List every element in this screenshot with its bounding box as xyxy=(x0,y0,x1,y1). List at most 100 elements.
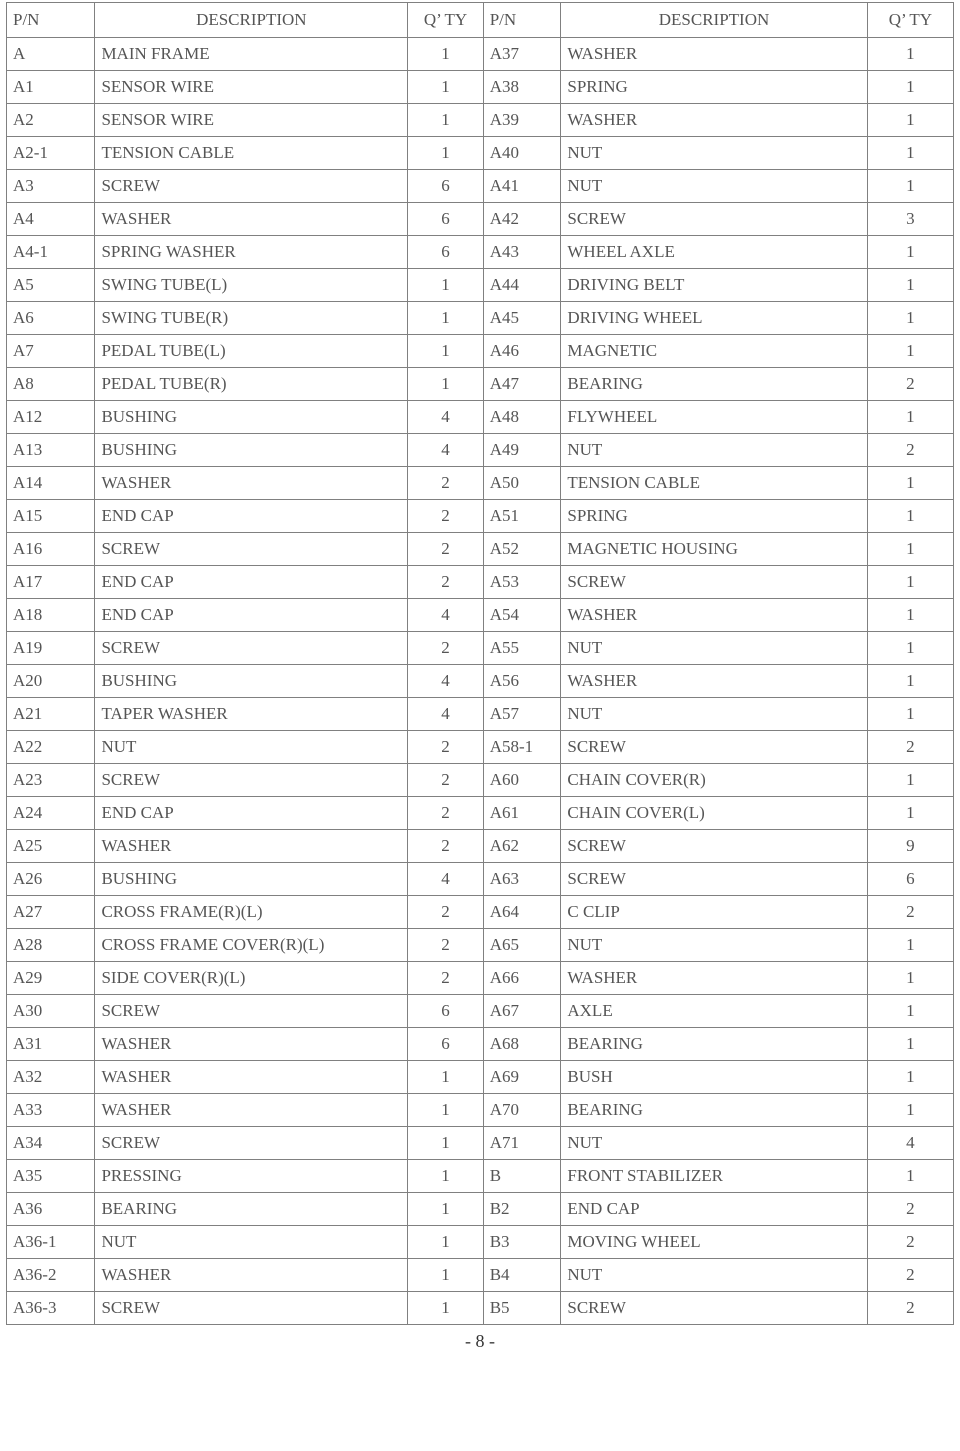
cell-desc-right: SCREW xyxy=(561,830,867,863)
cell-qty-right: 2 xyxy=(867,1292,953,1325)
table-row: A8PEDAL TUBE(R)1A47BEARING2 xyxy=(7,368,954,401)
cell-qty-left: 1 xyxy=(408,1127,484,1160)
cell-qty-right: 1 xyxy=(867,467,953,500)
cell-pn-right: A55 xyxy=(483,632,561,665)
cell-qty-left: 1 xyxy=(408,1292,484,1325)
cell-qty-left: 2 xyxy=(408,764,484,797)
table-row: A16SCREW2A52MAGNETIC HOUSING1 xyxy=(7,533,954,566)
cell-qty-right: 1 xyxy=(867,236,953,269)
cell-pn-left: A7 xyxy=(7,335,95,368)
cell-pn-right: A62 xyxy=(483,830,561,863)
cell-pn-left: A4-1 xyxy=(7,236,95,269)
cell-qty-right: 2 xyxy=(867,896,953,929)
cell-desc-left: WASHER xyxy=(95,1061,408,1094)
cell-qty-left: 1 xyxy=(408,302,484,335)
cell-qty-left: 1 xyxy=(408,1160,484,1193)
cell-qty-left: 2 xyxy=(408,797,484,830)
table-row: A27CROSS FRAME(R)(L)2A64C CLIP2 xyxy=(7,896,954,929)
cell-desc-left: CROSS FRAME COVER(R)(L) xyxy=(95,929,408,962)
cell-pn-left: A23 xyxy=(7,764,95,797)
cell-pn-right: A71 xyxy=(483,1127,561,1160)
cell-desc-left: BUSHING xyxy=(95,863,408,896)
cell-qty-left: 2 xyxy=(408,467,484,500)
cell-pn-left: A8 xyxy=(7,368,95,401)
table-row: A30SCREW6A67AXLE1 xyxy=(7,995,954,1028)
cell-qty-left: 2 xyxy=(408,632,484,665)
cell-desc-left: MAIN FRAME xyxy=(95,38,408,71)
cell-pn-right: A48 xyxy=(483,401,561,434)
table-row: A31WASHER6A68BEARING1 xyxy=(7,1028,954,1061)
cell-desc-right: CHAIN COVER(R) xyxy=(561,764,867,797)
cell-desc-right: WASHER xyxy=(561,962,867,995)
cell-qty-right: 1 xyxy=(867,566,953,599)
cell-pn-left: A6 xyxy=(7,302,95,335)
table-row: A33WASHER1A70BEARING1 xyxy=(7,1094,954,1127)
cell-pn-right: A69 xyxy=(483,1061,561,1094)
cell-qty-right: 1 xyxy=(867,599,953,632)
cell-pn-right: A40 xyxy=(483,137,561,170)
cell-qty-right: 1 xyxy=(867,401,953,434)
cell-pn-left: A29 xyxy=(7,962,95,995)
cell-desc-left: WASHER xyxy=(95,467,408,500)
cell-qty-left: 1 xyxy=(408,1193,484,1226)
cell-pn-right: A47 xyxy=(483,368,561,401)
cell-desc-left: TENSION CABLE xyxy=(95,137,408,170)
cell-qty-right: 2 xyxy=(867,1226,953,1259)
cell-pn-left: A3 xyxy=(7,170,95,203)
cell-pn-left: A36 xyxy=(7,1193,95,1226)
table-row: A4WASHER6A42SCREW3 xyxy=(7,203,954,236)
cell-qty-left: 2 xyxy=(408,566,484,599)
cell-qty-right: 2 xyxy=(867,434,953,467)
cell-desc-left: SWING TUBE(L) xyxy=(95,269,408,302)
cell-qty-right: 9 xyxy=(867,830,953,863)
cell-desc-left: SCREW xyxy=(95,632,408,665)
col-desc-left: DESCRIPTION xyxy=(95,3,408,38)
cell-pn-left: A14 xyxy=(7,467,95,500)
cell-desc-right: BEARING xyxy=(561,368,867,401)
cell-qty-right: 1 xyxy=(867,929,953,962)
cell-pn-right: A53 xyxy=(483,566,561,599)
cell-desc-right: NUT xyxy=(561,632,867,665)
cell-qty-left: 1 xyxy=(408,368,484,401)
cell-pn-left: A18 xyxy=(7,599,95,632)
header-row: P/N DESCRIPTION Q’ TY P/N DESCRIPTION Q’… xyxy=(7,3,954,38)
cell-pn-right: A64 xyxy=(483,896,561,929)
table-row: A2-1TENSION CABLE1A40NUT1 xyxy=(7,137,954,170)
cell-qty-left: 6 xyxy=(408,203,484,236)
cell-pn-right: A39 xyxy=(483,104,561,137)
cell-qty-right: 1 xyxy=(867,962,953,995)
cell-pn-right: A66 xyxy=(483,962,561,995)
cell-pn-right: A67 xyxy=(483,995,561,1028)
table-row: AMAIN FRAME1A37WASHER1 xyxy=(7,38,954,71)
cell-pn-left: A16 xyxy=(7,533,95,566)
cell-pn-right: A56 xyxy=(483,665,561,698)
cell-desc-right: NUT xyxy=(561,1127,867,1160)
col-pn-right: P/N xyxy=(483,3,561,38)
cell-desc-left: BUSHING xyxy=(95,434,408,467)
cell-desc-right: BUSH xyxy=(561,1061,867,1094)
cell-pn-left: A12 xyxy=(7,401,95,434)
cell-desc-right: WASHER xyxy=(561,665,867,698)
cell-qty-left: 4 xyxy=(408,863,484,896)
cell-qty-left: 1 xyxy=(408,269,484,302)
table-row: A3SCREW6A41NUT1 xyxy=(7,170,954,203)
table-body: AMAIN FRAME1A37WASHER1A1SENSOR WIRE1A38S… xyxy=(7,38,954,1325)
cell-qty-left: 4 xyxy=(408,434,484,467)
cell-desc-left: WASHER xyxy=(95,1259,408,1292)
cell-desc-left: CROSS FRAME(R)(L) xyxy=(95,896,408,929)
cell-pn-right: A50 xyxy=(483,467,561,500)
table-row: A18END CAP4A54WASHER1 xyxy=(7,599,954,632)
table-row: A34SCREW1A71NUT4 xyxy=(7,1127,954,1160)
cell-qty-left: 1 xyxy=(408,335,484,368)
cell-qty-right: 1 xyxy=(867,302,953,335)
cell-pn-right: B2 xyxy=(483,1193,561,1226)
cell-desc-right: DRIVING BELT xyxy=(561,269,867,302)
cell-pn-left: A28 xyxy=(7,929,95,962)
cell-pn-right: A52 xyxy=(483,533,561,566)
cell-pn-left: A19 xyxy=(7,632,95,665)
cell-desc-right: SPRING xyxy=(561,500,867,533)
table-row: A32WASHER1A69BUSH1 xyxy=(7,1061,954,1094)
cell-qty-right: 2 xyxy=(867,1259,953,1292)
cell-qty-right: 1 xyxy=(867,698,953,731)
cell-desc-right: WASHER xyxy=(561,104,867,137)
